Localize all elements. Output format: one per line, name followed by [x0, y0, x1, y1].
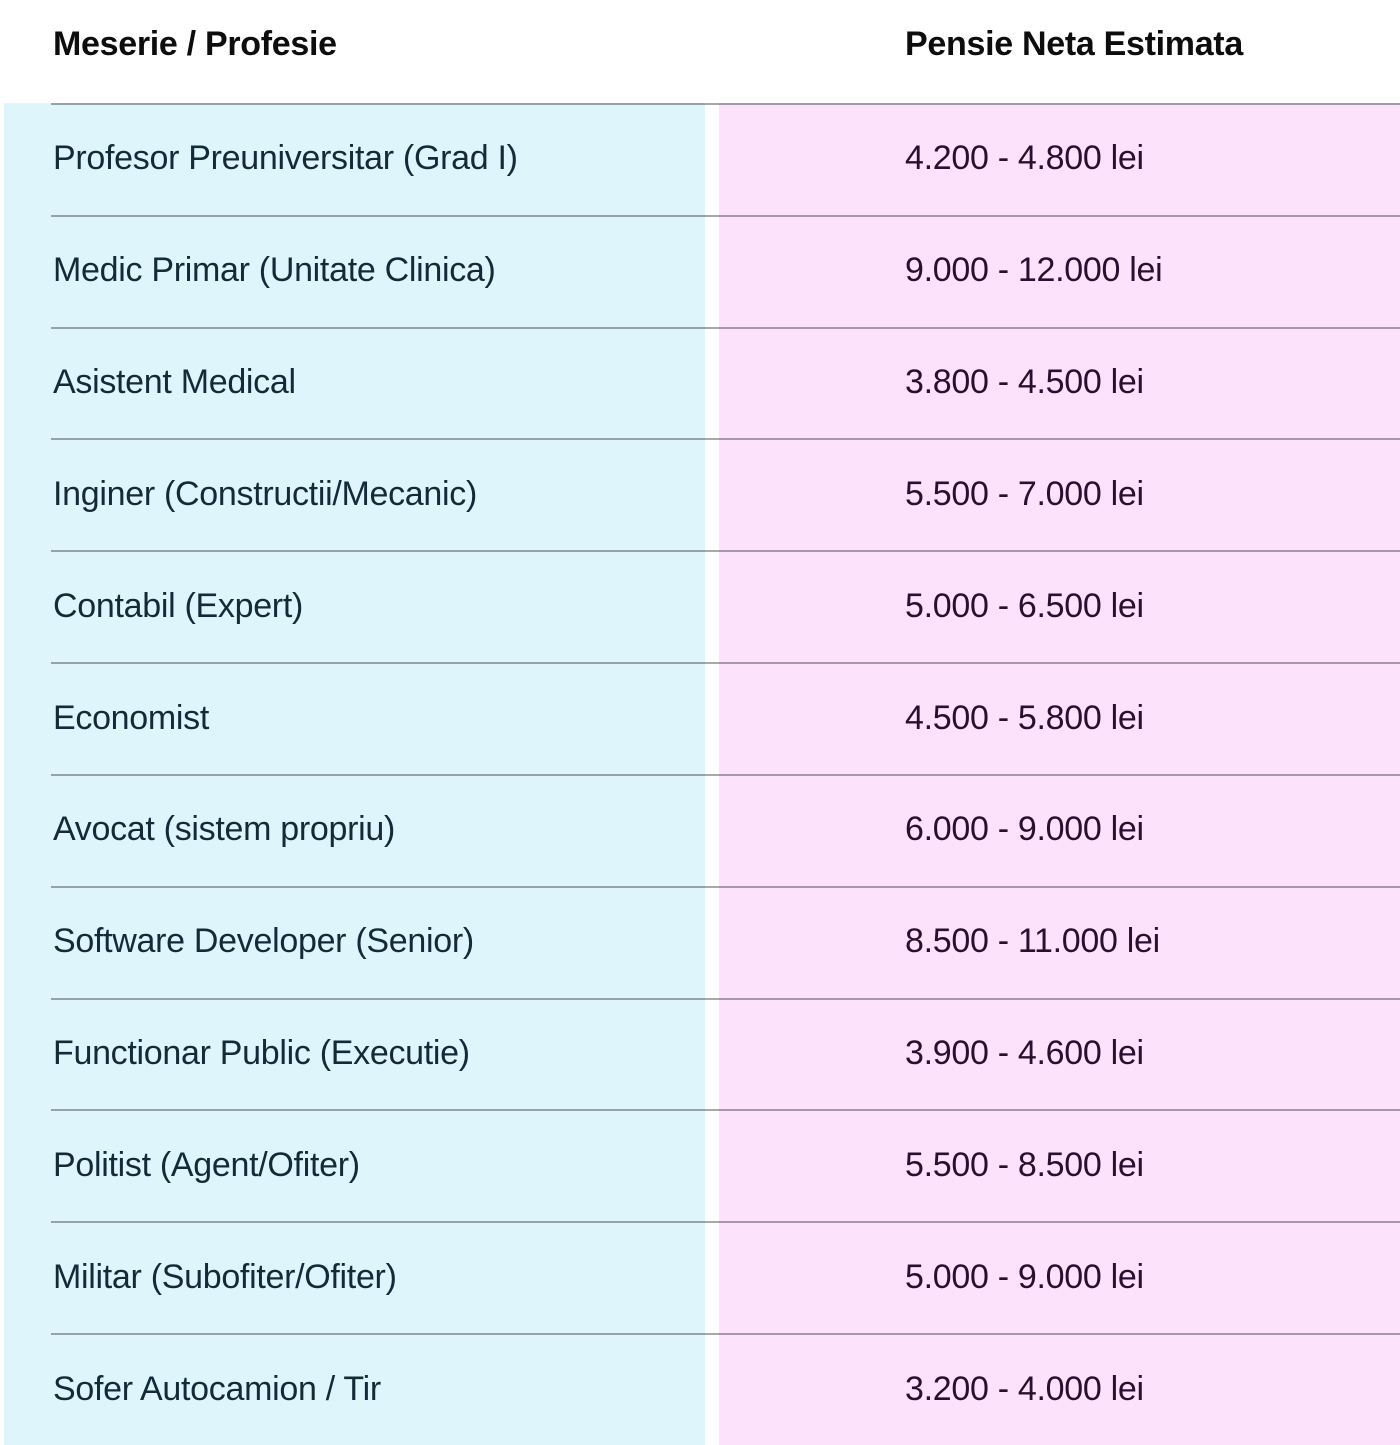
- pension-cell: 5.000 - 6.500 lei: [719, 550, 1400, 663]
- pension-cell: 4.500 - 5.800 lei: [719, 662, 1400, 774]
- pension-value: 6.000 - 9.000 lei: [905, 810, 1144, 849]
- table-row: Software Developer (Senior) 8.500 - 11.0…: [0, 885, 1400, 998]
- profession-cell: Sofer Autocamion / Tir: [4, 1333, 705, 1445]
- column-gap: [705, 103, 719, 215]
- profession-label: Economist: [53, 698, 210, 737]
- column-header-profession: Meserie / Profesie: [53, 25, 337, 63]
- pension-value: 5.500 - 8.500 lei: [905, 1145, 1144, 1184]
- profession-label: Politist (Agent/Ofiter): [53, 1145, 360, 1184]
- profession-label: Inginer (Constructii/Mecanic): [53, 474, 478, 513]
- profession-cell: Medic Primar (Unitate Clinica): [4, 214, 705, 327]
- pension-cell: 5.500 - 7.000 lei: [719, 438, 1400, 551]
- column-gap: [705, 550, 719, 662]
- table-row: Avocat (sistem propriu) 6.000 - 9.000 le…: [0, 773, 1400, 886]
- column-gap: [705, 438, 719, 550]
- profession-cell: Avocat (sistem propriu): [4, 773, 705, 886]
- table-row: Asistent Medical 3.800 - 4.500 lei: [0, 326, 1400, 439]
- pension-value: 9.000 - 12.000 lei: [905, 251, 1163, 290]
- pension-value: 4.500 - 5.800 lei: [905, 698, 1144, 737]
- pension-value: 3.900 - 4.600 lei: [905, 1034, 1144, 1073]
- profession-label: Medic Primar (Unitate Clinica): [53, 251, 496, 290]
- profession-label: Contabil (Expert): [53, 586, 303, 625]
- column-gap: [705, 886, 719, 998]
- pension-cell: 3.900 - 4.600 lei: [719, 997, 1400, 1110]
- column-gap: [705, 327, 719, 439]
- profession-cell: Asistent Medical: [4, 326, 705, 439]
- pension-cell: 9.000 - 12.000 lei: [719, 214, 1400, 327]
- pension-value: 3.200 - 4.000 lei: [905, 1369, 1144, 1408]
- table-row: Sofer Autocamion / Tir 3.200 - 4.000 lei: [0, 1333, 1400, 1445]
- profession-cell: Inginer (Constructii/Mecanic): [4, 438, 705, 551]
- table-row: Functionar Public (Executie) 3.900 - 4.6…: [0, 997, 1400, 1110]
- profession-label: Software Developer (Senior): [53, 922, 474, 961]
- pension-cell: 3.800 - 4.500 lei: [719, 326, 1400, 439]
- column-gap: [705, 662, 719, 774]
- profession-label: Avocat (sistem propriu): [53, 810, 396, 849]
- table-body: Profesor Preuniversitar (Grad I) 4.200 -…: [0, 103, 1400, 1445]
- column-gap: [705, 1333, 719, 1445]
- profession-label: Militar (Subofiter/Ofiter): [53, 1257, 397, 1296]
- profession-cell: Profesor Preuniversitar (Grad I): [4, 103, 705, 215]
- table-row: Medic Primar (Unitate Clinica) 9.000 - 1…: [0, 214, 1400, 327]
- table-row: Politist (Agent/Ofiter) 5.500 - 8.500 le…: [0, 1109, 1400, 1222]
- profession-label: Asistent Medical: [53, 363, 296, 402]
- pension-value: 4.200 - 4.800 lei: [905, 139, 1144, 178]
- pension-cell: 5.500 - 8.500 lei: [719, 1109, 1400, 1222]
- pension-cell: 4.200 - 4.800 lei: [719, 103, 1400, 215]
- table-row: Contabil (Expert) 5.000 - 6.500 lei: [0, 550, 1400, 663]
- pension-cell: 8.500 - 11.000 lei: [719, 885, 1400, 998]
- header-cell-pension: Pensie Neta Estimata: [719, 25, 1400, 71]
- table-row: Profesor Preuniversitar (Grad I) 4.200 -…: [0, 103, 1400, 215]
- pension-value: 5.500 - 7.000 lei: [905, 474, 1144, 513]
- pension-cell: 6.000 - 9.000 lei: [719, 773, 1400, 886]
- profession-cell: Functionar Public (Executie): [4, 997, 705, 1110]
- pension-value: 3.800 - 4.500 lei: [905, 363, 1144, 402]
- profession-cell: Politist (Agent/Ofiter): [4, 1109, 705, 1222]
- table-row: Inginer (Constructii/Mecanic) 5.500 - 7.…: [0, 438, 1400, 551]
- column-gap: [705, 998, 719, 1110]
- profession-label: Functionar Public (Executie): [53, 1034, 470, 1073]
- header-cell-profession: Meserie / Profesie: [4, 25, 705, 71]
- profession-cell: Militar (Subofiter/Ofiter): [4, 1221, 705, 1334]
- column-gap: [705, 1109, 719, 1221]
- pension-value: 5.000 - 9.000 lei: [905, 1257, 1144, 1296]
- column-header-pension: Pensie Neta Estimata: [905, 25, 1243, 63]
- pension-cell: 3.200 - 4.000 lei: [719, 1333, 1400, 1445]
- pension-value: 5.000 - 6.500 lei: [905, 586, 1144, 625]
- pension-value: 8.500 - 11.000 lei: [905, 922, 1160, 961]
- column-gap: [705, 215, 719, 327]
- profession-cell: Software Developer (Senior): [4, 885, 705, 998]
- profession-cell: Contabil (Expert): [4, 550, 705, 663]
- pension-cell: 5.000 - 9.000 lei: [719, 1221, 1400, 1334]
- table-row: Militar (Subofiter/Ofiter) 5.000 - 9.000…: [0, 1221, 1400, 1334]
- profession-label: Sofer Autocamion / Tir: [53, 1369, 381, 1408]
- column-gap: [705, 774, 719, 886]
- column-gap: [705, 1221, 719, 1333]
- table-row: Economist 4.500 - 5.800 lei: [0, 662, 1400, 774]
- table-header-row: Meserie / Profesie Pensie Neta Estimata: [0, 0, 1400, 103]
- profession-label: Profesor Preuniversitar (Grad I): [53, 139, 518, 178]
- profession-cell: Economist: [4, 662, 705, 774]
